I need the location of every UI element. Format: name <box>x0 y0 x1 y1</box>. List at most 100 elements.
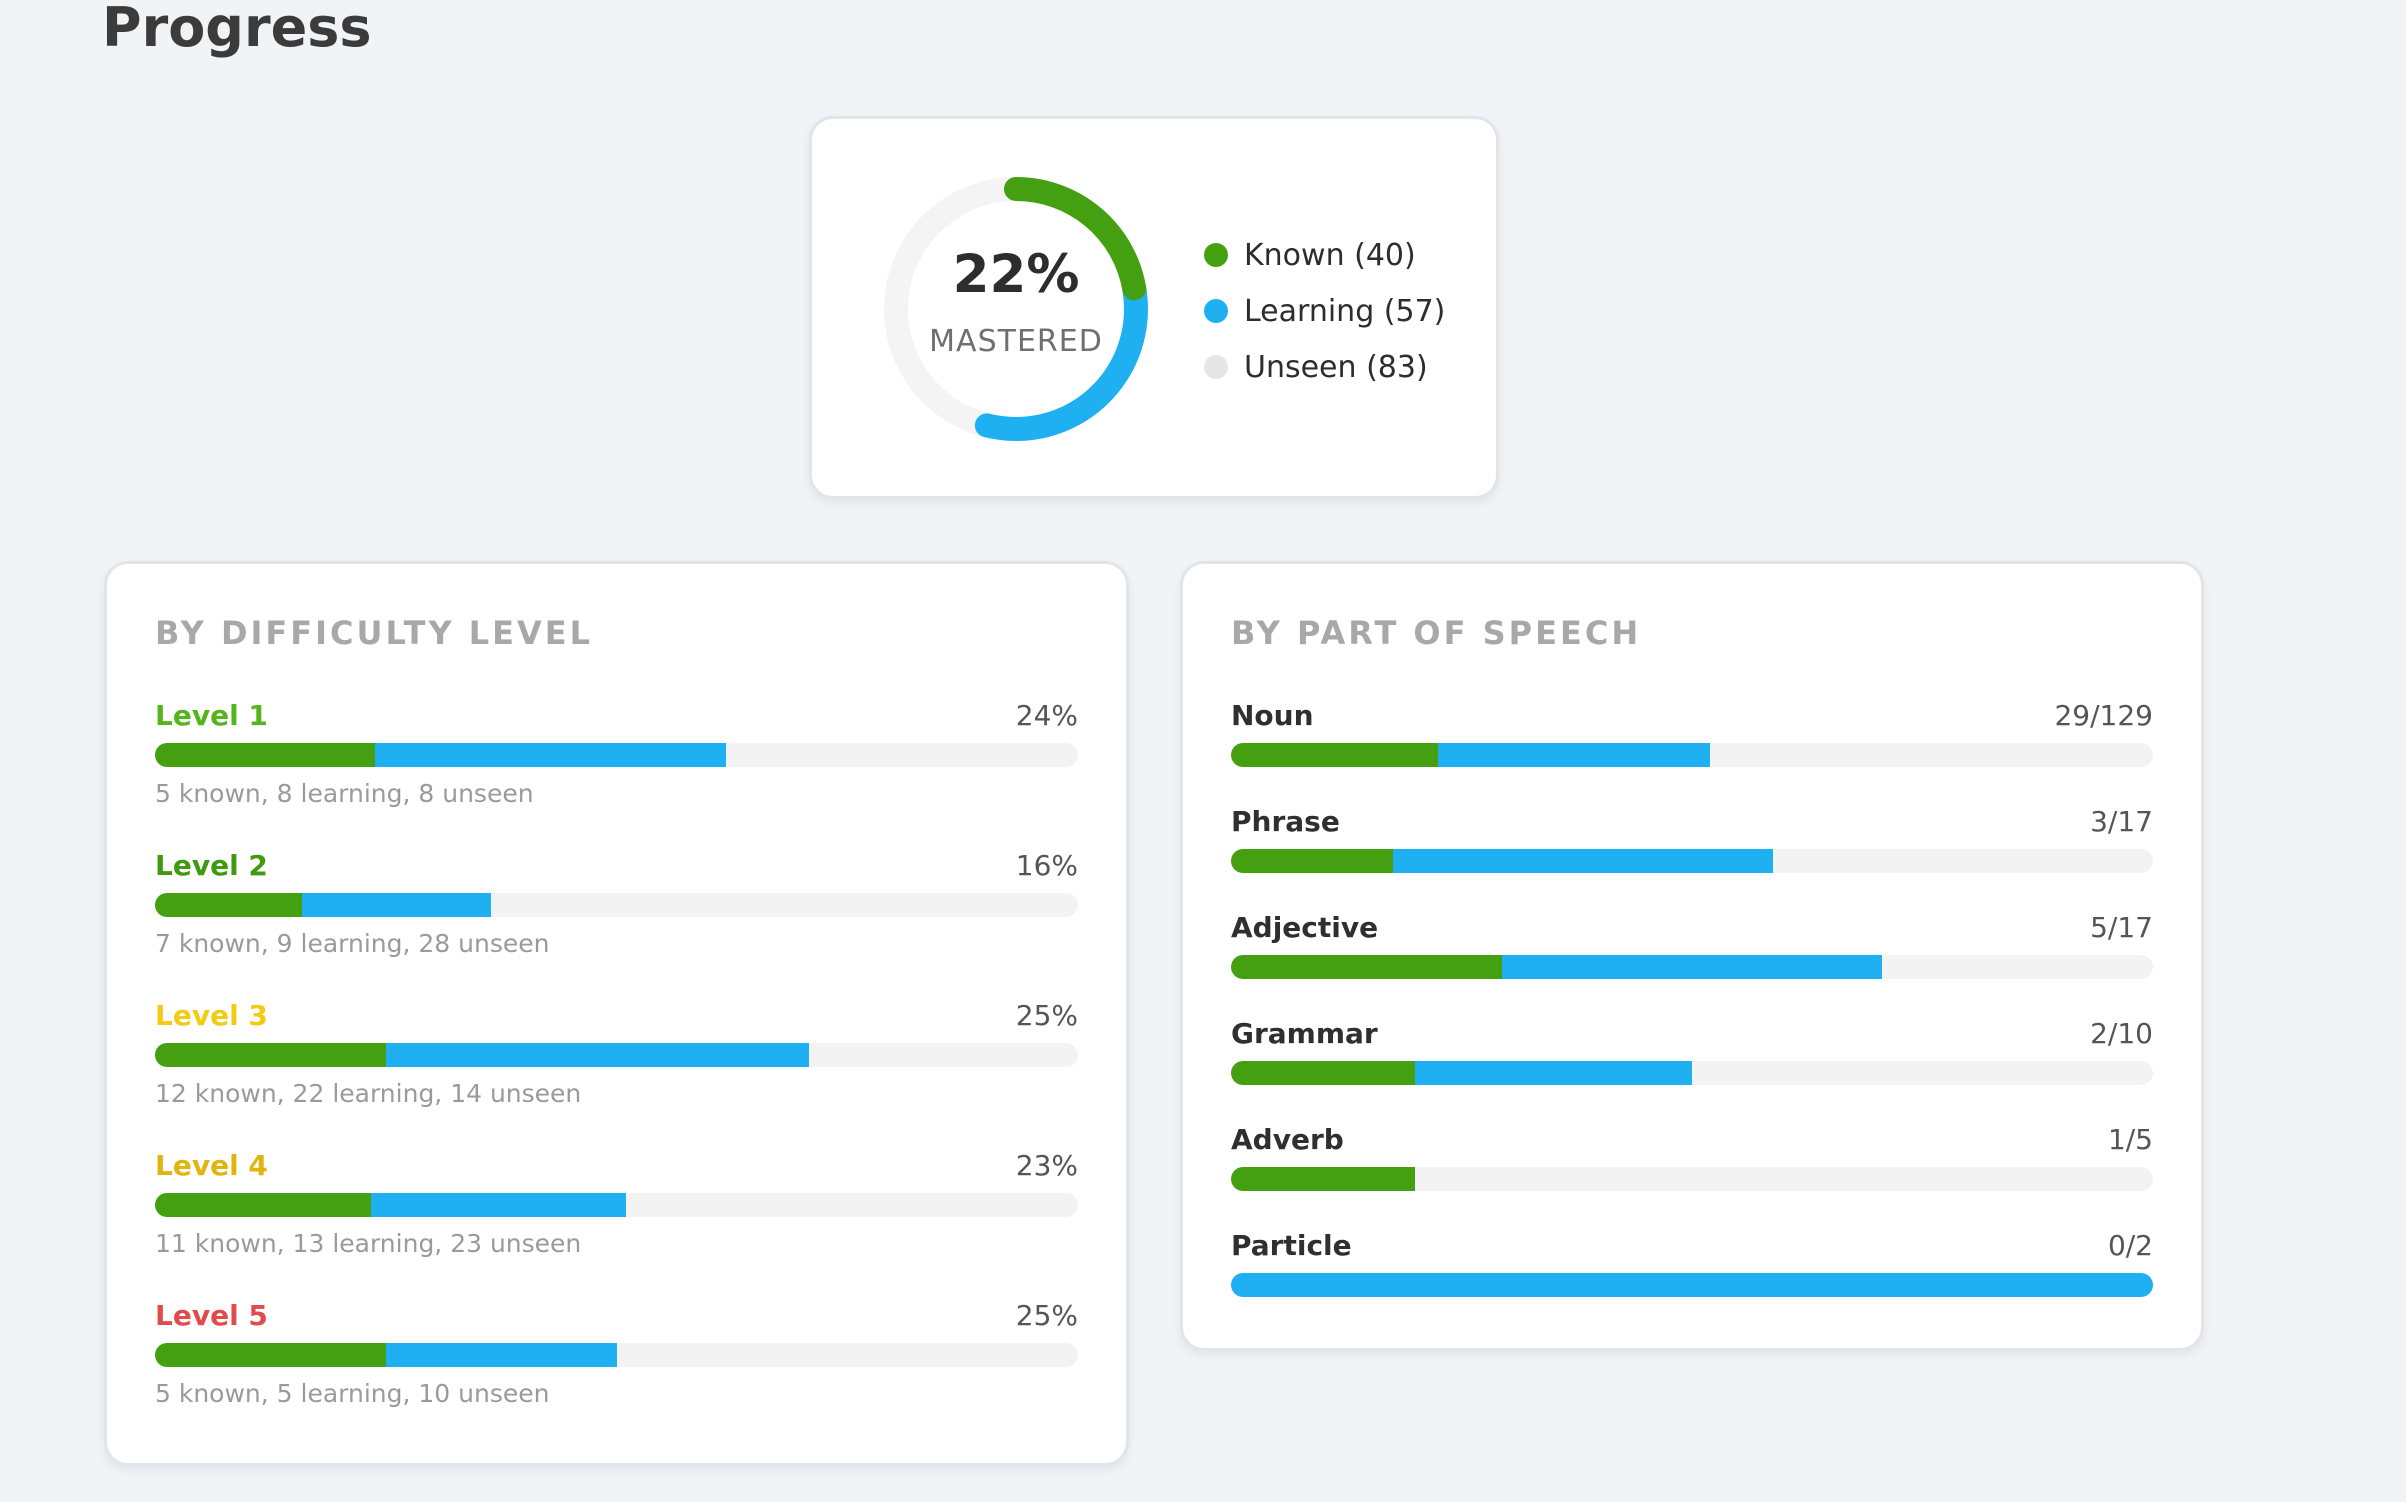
progress-learning-segment <box>1438 743 1711 767</box>
mastered-label: MASTERED <box>929 324 1103 359</box>
legend-label: Unseen (83) <box>1244 349 1428 385</box>
level-name: Level 3 <box>155 999 268 1032</box>
part-of-speech-name: Grammar <box>1231 1017 1378 1050</box>
progress-learning-segment <box>385 1043 809 1067</box>
progress-bar <box>1231 743 2153 767</box>
part-of-speech-panel: BY PART OF SPEECH Noun 29/129 Phrase 3/17 Ad… <box>1180 561 2204 1351</box>
level-name: Level 4 <box>155 1149 268 1182</box>
part-of-speech-row: Noun 29/129 <box>1231 699 2153 805</box>
part-of-speech-row: Adverb 1/5 <box>1231 1123 2153 1229</box>
part-of-speech-row-header: Phrase 3/17 <box>1231 805 2153 849</box>
part-of-speech-count: 0/2 <box>2107 1229 2153 1262</box>
part-of-speech-heading: BY PART OF SPEECH <box>1231 614 1642 652</box>
legend-item: Known (40) <box>1204 227 1445 283</box>
gray-dot-icon <box>1204 355 1228 379</box>
part-of-speech-name: Particle <box>1231 1229 1352 1262</box>
progress-known-segment <box>155 743 375 767</box>
progress-bar <box>1231 849 2153 873</box>
progress-bar <box>155 743 1078 767</box>
progress-bar <box>155 893 1078 917</box>
progress-learning-segment <box>1502 955 1882 979</box>
part-of-speech-list: Noun 29/129 Phrase 3/17 Adjective 5/17 Grammar… <box>1231 699 2153 1335</box>
progress-learning-segment <box>385 1343 617 1367</box>
part-of-speech-name: Adjective <box>1231 911 1379 944</box>
mastery-donut-chart <box>884 177 1148 441</box>
part-of-speech-count: 5/17 <box>2090 911 2153 944</box>
part-of-speech-count: 1/5 <box>2107 1123 2153 1156</box>
progress-known-segment <box>1231 849 1394 873</box>
mastered-percent: 22% <box>952 244 1080 305</box>
level-detail: 11 known, 13 learning, 23 unseen <box>155 1229 582 1258</box>
difficulty-heading: BY DIFFICULTY LEVEL <box>155 614 594 652</box>
progress-known-segment <box>1231 743 1439 767</box>
level-detail: 7 known, 9 learning, 28 unseen <box>155 929 550 958</box>
progress-known-segment <box>155 1343 386 1367</box>
difficulty-row-header: Level 5 25% <box>155 1299 1078 1343</box>
part-of-speech-row: Particle 0/2 <box>1231 1229 2153 1335</box>
progress-learning-segment <box>374 743 727 767</box>
progress-bar <box>1231 1061 2153 1085</box>
legend-item: Learning (57) <box>1204 283 1445 339</box>
page-title: Progress <box>102 0 372 59</box>
donut-known-segment <box>884 177 1148 441</box>
difficulty-row: Level 2 16% 7 known, 9 learning, 28 unseen <box>155 849 1078 999</box>
level-percent: 24% <box>1015 699 1078 732</box>
level-name: Level 5 <box>155 1299 268 1332</box>
progress-learning-segment <box>301 893 491 917</box>
progress-bar <box>155 1343 1078 1367</box>
blue-dot-icon <box>1204 299 1228 323</box>
difficulty-row: Level 4 23% 11 known, 13 learning, 23 unse… <box>155 1149 1078 1299</box>
legend-label: Known (40) <box>1244 237 1416 273</box>
progress-known-segment <box>1231 1167 1416 1191</box>
difficulty-row: Level 1 24% 5 known, 8 learning, 8 unseen <box>155 699 1078 849</box>
difficulty-panel: BY DIFFICULTY LEVEL Level 1 24% 5 known, 8… <box>104 561 1129 1466</box>
level-name: Level 1 <box>155 699 268 732</box>
part-of-speech-count: 29/129 <box>2054 699 2153 732</box>
part-of-speech-name: Phrase <box>1231 805 1340 838</box>
part-of-speech-count: 3/17 <box>2090 805 2153 838</box>
progress-learning-segment <box>1231 1273 2153 1297</box>
level-detail: 5 known, 5 learning, 10 unseen <box>155 1379 550 1408</box>
progress-known-segment <box>155 1043 386 1067</box>
progress-bar <box>155 1193 1078 1217</box>
legend-label: Learning (57) <box>1244 293 1446 329</box>
level-percent: 25% <box>1015 999 1078 1032</box>
progress-known-segment <box>1231 1061 1416 1085</box>
difficulty-row-header: Level 1 24% <box>155 699 1078 743</box>
donut-center-label: 22% MASTERED <box>881 174 1151 444</box>
part-of-speech-name: Adverb <box>1231 1123 1344 1156</box>
progress-bar <box>155 1043 1078 1067</box>
part-of-speech-count: 2/10 <box>2090 1017 2153 1050</box>
progress-bar <box>1231 1273 2153 1297</box>
difficulty-row: Level 5 25% 5 known, 5 learning, 10 unseen <box>155 1299 1078 1449</box>
progress-bar <box>1231 1167 2153 1191</box>
part-of-speech-name: Noun <box>1231 699 1314 732</box>
part-of-speech-row-header: Adverb 1/5 <box>1231 1123 2153 1167</box>
legend-item: Unseen (83) <box>1204 339 1445 395</box>
part-of-speech-row: Phrase 3/17 <box>1231 805 2153 911</box>
progress-learning-segment <box>1415 1061 1692 1085</box>
part-of-speech-row: Adjective 5/17 <box>1231 911 2153 1017</box>
donut-learning-segment <box>884 177 1148 441</box>
progress-known-segment <box>155 893 302 917</box>
progress-known-segment <box>155 1193 372 1217</box>
difficulty-row-header: Level 2 16% <box>155 849 1078 893</box>
difficulty-list: Level 1 24% 5 known, 8 learning, 8 unseen L… <box>155 699 1078 1449</box>
progress-known-segment <box>1231 955 1503 979</box>
level-percent: 23% <box>1015 1149 1078 1182</box>
difficulty-row-header: Level 3 25% <box>155 999 1078 1043</box>
difficulty-row: Level 3 25% 12 known, 22 learning, 14 unse… <box>155 999 1078 1149</box>
mastery-summary-card: 22% MASTERED Known (40) Learning (57) Unse… <box>809 116 1499 499</box>
status-legend: Known (40) Learning (57) Unseen (83) <box>1204 227 1445 395</box>
part-of-speech-row-header: Adjective 5/17 <box>1231 911 2153 955</box>
level-percent: 16% <box>1015 849 1078 882</box>
part-of-speech-row-header: Particle 0/2 <box>1231 1229 2153 1273</box>
level-percent: 25% <box>1015 1299 1078 1332</box>
progress-bar <box>1231 955 2153 979</box>
level-detail: 12 known, 22 learning, 14 unseen <box>155 1079 582 1108</box>
part-of-speech-row: Grammar 2/10 <box>1231 1017 2153 1123</box>
progress-learning-segment <box>371 1193 627 1217</box>
part-of-speech-row-header: Noun 29/129 <box>1231 699 2153 743</box>
level-name: Level 2 <box>155 849 268 882</box>
part-of-speech-row-header: Grammar 2/10 <box>1231 1017 2153 1061</box>
